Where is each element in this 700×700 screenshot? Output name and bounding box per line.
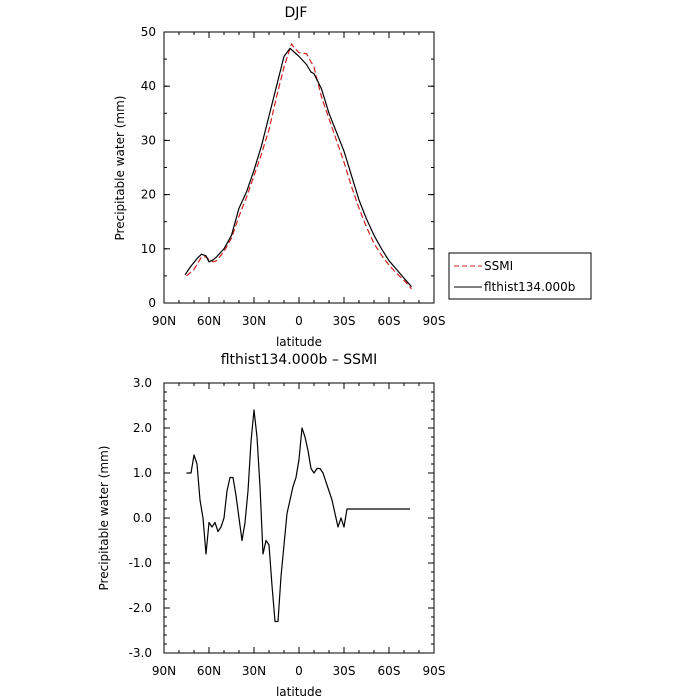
top-x-tick-label: 0 [295, 314, 303, 328]
top-panel: DJF 90N 60N 30N 0 30S 60S 90S 0 10 20 30 40 50 latit… [113, 5, 445, 349]
top-y-tick-label: 0 [148, 296, 156, 310]
top-y-tick-label: 20 [141, 188, 156, 202]
bottom-y-tick-label: 0.0 [133, 511, 152, 525]
top-y-axis-label: Precipitable water (mm) [113, 96, 127, 241]
top-x-tick-label: 60S [378, 314, 401, 328]
bottom-series-line-0 [186, 409, 410, 623]
top-y-tick-label: 30 [141, 133, 156, 147]
top-series-line-0 [186, 43, 412, 290]
legend-label-ssmi: SSMI [484, 259, 513, 273]
bottom-y-tick-label: 1.0 [133, 466, 152, 480]
bottom-x-tick-label: 60N [197, 664, 221, 678]
bottom-x-tick-label: 90N [152, 664, 176, 678]
bottom-x-tick-label: 0 [295, 664, 303, 678]
top-plot-frame [163, 31, 435, 304]
top-x-tick-label: 60N [197, 314, 221, 328]
legend-frame [448, 252, 592, 300]
bottom-y-tick-label: -3.0 [129, 646, 152, 660]
top-x-axis-label: latitude [276, 335, 322, 349]
top-y-tick-label: 50 [141, 25, 156, 39]
legend-label-model: flthist134.000b [484, 280, 575, 294]
top-x-tick-label: 90S [423, 314, 446, 328]
top-y-tick-label: 10 [141, 242, 156, 256]
bottom-axis-ticks: 90N 60N 30N 0 30S 60S 90S 3.0 2.0 1.0 0.0 -1.0 -2.0 -… [129, 376, 446, 678]
bottom-x-tick-label: 30S [333, 664, 356, 678]
top-series-lines [184, 43, 412, 290]
bottom-y-tick-label: 3.0 [133, 376, 152, 390]
legend: SSMI flthist134.000b [448, 252, 592, 300]
bottom-y-tick-label: -2.0 [129, 601, 152, 615]
top-axis-ticks: 90N 60N 30N 0 30S 60S 90S 0 10 20 30 40 50 [141, 25, 446, 328]
top-x-tick-label: 30N [242, 314, 266, 328]
bottom-plot-frame [163, 382, 435, 654]
top-x-tick-label: 90N [152, 314, 176, 328]
bottom-y-tick-label: -1.0 [129, 556, 152, 570]
top-x-tick-label: 30S [333, 314, 356, 328]
bottom-x-tick-label: 90S [423, 664, 446, 678]
bottom-x-axis-label: latitude [276, 685, 322, 699]
bottom-y-axis-label: Precipitable water (mm) [97, 446, 111, 591]
bottom-chart-title: flthist134.000b – SSMI [221, 352, 378, 368]
bottom-y-tick-label: 2.0 [133, 421, 152, 435]
top-y-tick-label: 40 [141, 79, 156, 93]
top-series-line-1 [184, 47, 412, 288]
top-chart-title: DJF [285, 5, 308, 21]
bottom-series-lines [186, 409, 410, 623]
bottom-x-tick-label: 30N [242, 664, 266, 678]
bottom-panel: flthist134.000b – SSMI 90N 60N 30N 0 30S 60S 9… [97, 352, 445, 699]
bottom-x-tick-label: 60S [378, 664, 401, 678]
